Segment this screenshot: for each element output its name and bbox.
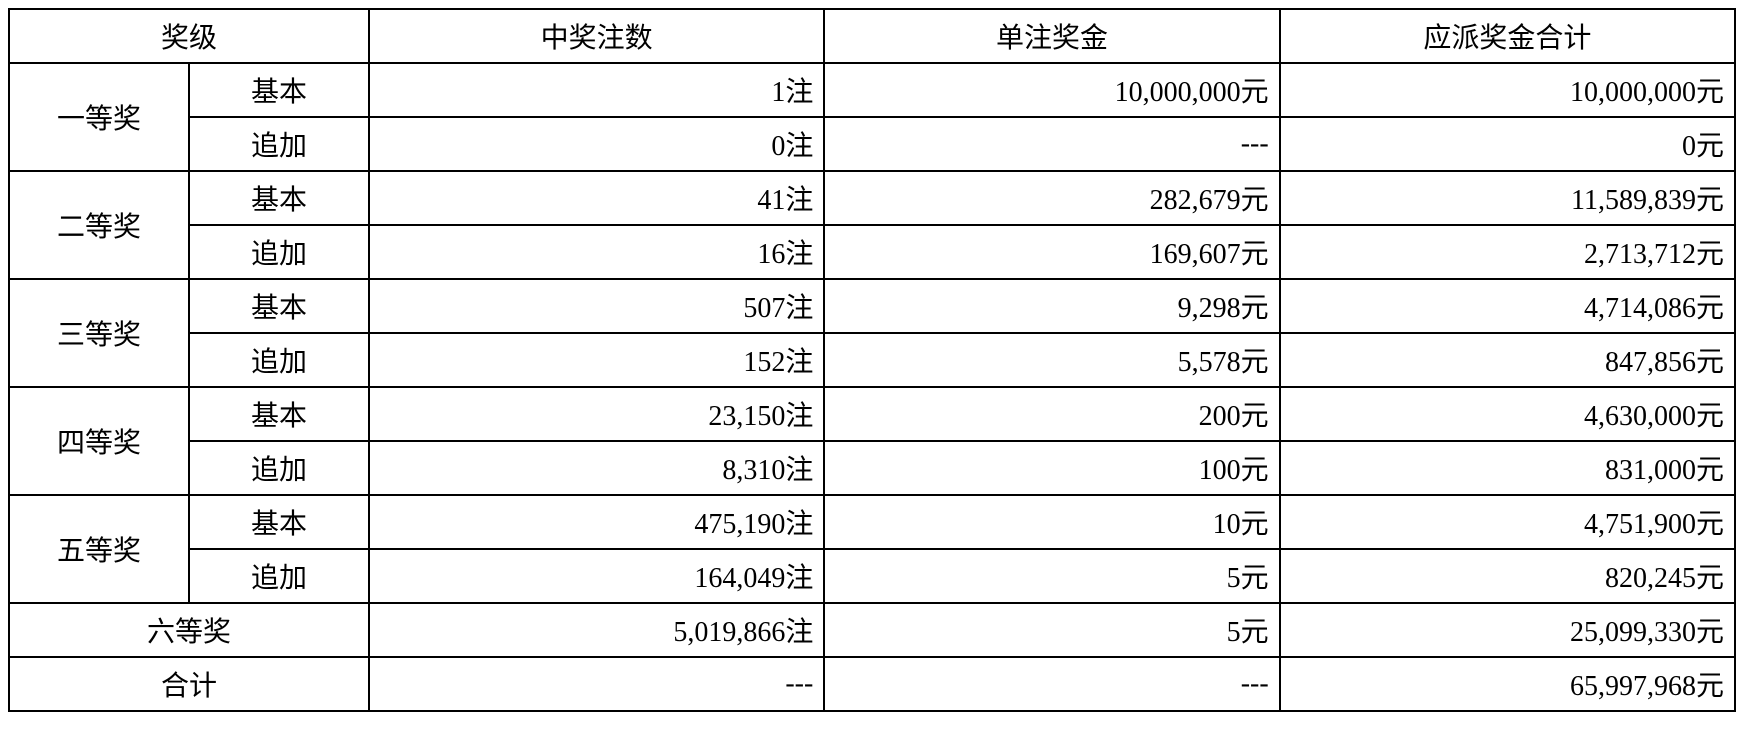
cell-total: 831,000元 (1280, 441, 1735, 495)
cell-total: 11,589,839元 (1280, 171, 1735, 225)
table-row: 六等奖 5,019,866注 5元 25,099,330元 (9, 603, 1735, 657)
cell-count: 0注 (369, 117, 824, 171)
level-name: 合计 (9, 657, 369, 711)
table-row: 追加 164,049注 5元 820,245元 (9, 549, 1735, 603)
cell-total: 65,997,968元 (1280, 657, 1735, 711)
cell-count: 8,310注 (369, 441, 824, 495)
cell-total: 4,714,086元 (1280, 279, 1735, 333)
cell-count: 475,190注 (369, 495, 824, 549)
col-level-header: 奖级 (9, 9, 369, 63)
level-name: 一等奖 (9, 63, 189, 171)
table-row: 二等奖 基本 41注 282,679元 11,589,839元 (9, 171, 1735, 225)
cell-count: 41注 (369, 171, 824, 225)
cell-total: 4,751,900元 (1280, 495, 1735, 549)
sub-extra: 追加 (189, 117, 369, 171)
table-row: 追加 8,310注 100元 831,000元 (9, 441, 1735, 495)
cell-unit: --- (824, 117, 1279, 171)
cell-count: 23,150注 (369, 387, 824, 441)
sub-basic: 基本 (189, 171, 369, 225)
cell-unit: 200元 (824, 387, 1279, 441)
cell-count: 1注 (369, 63, 824, 117)
cell-unit: --- (824, 657, 1279, 711)
table-row: 五等奖 基本 475,190注 10元 4,751,900元 (9, 495, 1735, 549)
cell-total: 820,245元 (1280, 549, 1735, 603)
col-total-header: 应派奖金合计 (1280, 9, 1735, 63)
cell-total: 2,713,712元 (1280, 225, 1735, 279)
cell-total: 0元 (1280, 117, 1735, 171)
sub-extra: 追加 (189, 225, 369, 279)
cell-unit: 5元 (824, 549, 1279, 603)
cell-unit: 100元 (824, 441, 1279, 495)
level-name: 三等奖 (9, 279, 189, 387)
cell-unit: 5元 (824, 603, 1279, 657)
sub-basic: 基本 (189, 63, 369, 117)
cell-count: 164,049注 (369, 549, 824, 603)
table-row: 一等奖 基本 1注 10,000,000元 10,000,000元 (9, 63, 1735, 117)
col-unit-header: 单注奖金 (824, 9, 1279, 63)
sub-extra: 追加 (189, 441, 369, 495)
col-count-header: 中奖注数 (369, 9, 824, 63)
level-name: 二等奖 (9, 171, 189, 279)
sub-basic: 基本 (189, 387, 369, 441)
sub-basic: 基本 (189, 495, 369, 549)
table-row: 追加 16注 169,607元 2,713,712元 (9, 225, 1735, 279)
cell-count: 507注 (369, 279, 824, 333)
level-name: 六等奖 (9, 603, 369, 657)
cell-unit: 10,000,000元 (824, 63, 1279, 117)
cell-unit: 5,578元 (824, 333, 1279, 387)
level-name: 五等奖 (9, 495, 189, 603)
cell-count: --- (369, 657, 824, 711)
cell-total: 25,099,330元 (1280, 603, 1735, 657)
cell-count: 16注 (369, 225, 824, 279)
table-row: 三等奖 基本 507注 9,298元 4,714,086元 (9, 279, 1735, 333)
table-header: 奖级 中奖注数 单注奖金 应派奖金合计 (9, 9, 1735, 63)
cell-count: 5,019,866注 (369, 603, 824, 657)
cell-total: 10,000,000元 (1280, 63, 1735, 117)
sub-basic: 基本 (189, 279, 369, 333)
cell-unit: 169,607元 (824, 225, 1279, 279)
cell-unit: 282,679元 (824, 171, 1279, 225)
cell-count: 152注 (369, 333, 824, 387)
table-row: 四等奖 基本 23,150注 200元 4,630,000元 (9, 387, 1735, 441)
table-row-total: 合计 --- --- 65,997,968元 (9, 657, 1735, 711)
cell-unit: 9,298元 (824, 279, 1279, 333)
cell-unit: 10元 (824, 495, 1279, 549)
cell-total: 847,856元 (1280, 333, 1735, 387)
sub-extra: 追加 (189, 549, 369, 603)
table-body: 一等奖 基本 1注 10,000,000元 10,000,000元 追加 0注 … (9, 63, 1735, 711)
level-name: 四等奖 (9, 387, 189, 495)
sub-extra: 追加 (189, 333, 369, 387)
prize-table: 奖级 中奖注数 单注奖金 应派奖金合计 一等奖 基本 1注 10,000,000… (8, 8, 1736, 712)
table-row: 追加 152注 5,578元 847,856元 (9, 333, 1735, 387)
table-row: 追加 0注 --- 0元 (9, 117, 1735, 171)
cell-total: 4,630,000元 (1280, 387, 1735, 441)
